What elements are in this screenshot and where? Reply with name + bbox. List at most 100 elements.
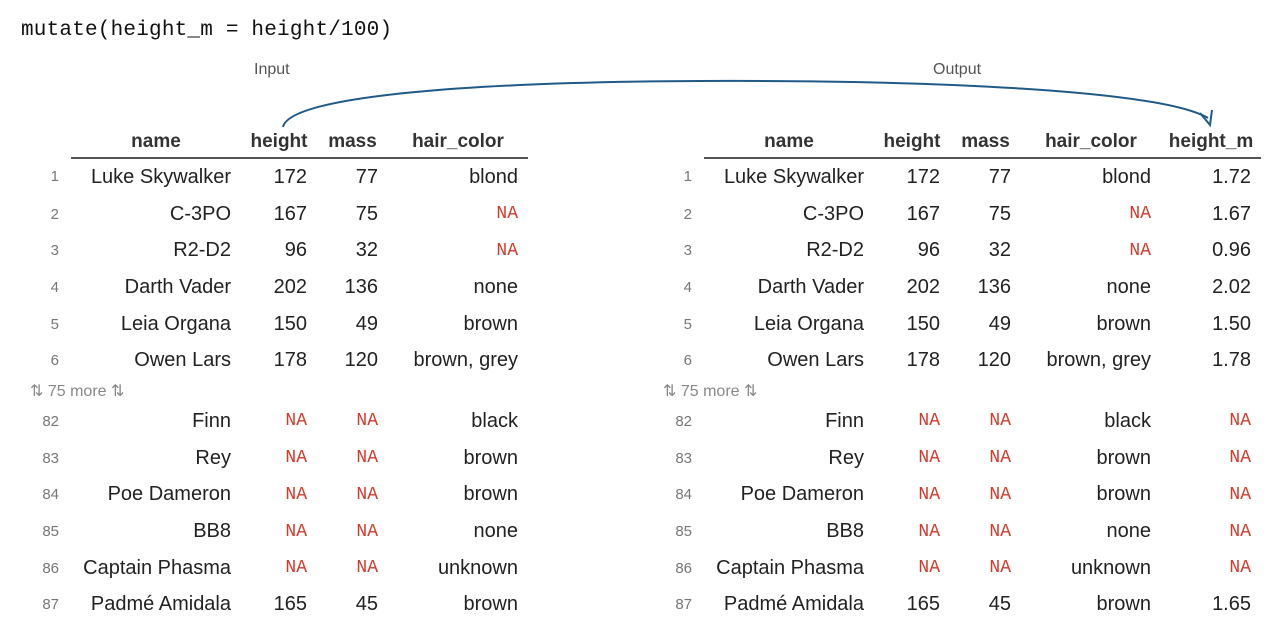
cell-mass: 120 bbox=[977, 349, 1011, 372]
row-index: 83 bbox=[675, 449, 692, 467]
row-index: 82 bbox=[42, 412, 59, 430]
cell-mass: NA bbox=[356, 558, 378, 579]
more-rows-text: ⇅ 75 more ⇅ bbox=[663, 383, 758, 401]
cell-name: Darth Vader bbox=[124, 275, 231, 298]
cell-mass: 120 bbox=[344, 349, 378, 372]
cell-height-m: 1.50 bbox=[1212, 312, 1251, 335]
cell-hair-color: NA bbox=[1129, 240, 1151, 261]
row-index: 87 bbox=[42, 596, 59, 614]
table-row: 87 Padmé Amidala 165 45 brown bbox=[26, 587, 528, 624]
cell-hair-color: brown bbox=[463, 312, 518, 335]
cell-height: 96 bbox=[284, 239, 307, 262]
cell-hair-color: none bbox=[473, 520, 519, 543]
cell-hair-color: brown bbox=[1096, 446, 1151, 469]
cell-hair-color: brown bbox=[463, 446, 518, 469]
row-index: 85 bbox=[675, 523, 692, 541]
arrow-head-icon bbox=[1199, 109, 1213, 128]
cell-height: 178 bbox=[273, 349, 307, 372]
column-header-name: name bbox=[704, 127, 874, 159]
cell-name: Leia Organa bbox=[120, 312, 231, 335]
column-header-hair-color: hair_color bbox=[1021, 127, 1161, 159]
cell-name: R2-D2 bbox=[173, 239, 231, 262]
table-row: 3 R2-D2 96 32 NA 0.96 bbox=[659, 232, 1261, 269]
input-header-row: name height mass hair_color bbox=[26, 127, 528, 159]
cell-name: Rey bbox=[195, 446, 231, 469]
table-row: 82 Finn NA NA black NA bbox=[659, 403, 1261, 440]
row-index: 1 bbox=[683, 168, 692, 186]
cell-name: Finn bbox=[192, 409, 231, 432]
cell-mass: 136 bbox=[344, 275, 378, 298]
cell-height: 96 bbox=[917, 239, 940, 262]
cell-hair-color: NA bbox=[1129, 204, 1151, 225]
cell-name: BB8 bbox=[193, 520, 231, 543]
cell-height-m: 1.72 bbox=[1212, 165, 1251, 188]
cell-hair-color: none bbox=[1106, 520, 1152, 543]
cell-name: Owen Lars bbox=[134, 349, 231, 372]
cell-height: NA bbox=[918, 484, 940, 505]
row-index-header bbox=[659, 127, 704, 158]
cell-name: Luke Skywalker bbox=[90, 165, 231, 188]
row-index: 86 bbox=[675, 559, 692, 577]
cell-hair-color: unknown bbox=[1070, 556, 1151, 579]
cell-name: Finn bbox=[825, 409, 864, 432]
more-rows-text: ⇅ 75 more ⇅ bbox=[30, 383, 125, 401]
cell-name: C-3PO bbox=[169, 202, 231, 225]
mutate-arrow bbox=[282, 79, 1213, 128]
cell-name: Captain Phasma bbox=[716, 556, 864, 579]
cell-name: Poe Dameron bbox=[107, 483, 231, 506]
row-index: 83 bbox=[42, 449, 59, 467]
cell-name: Poe Dameron bbox=[740, 483, 864, 506]
cell-hair-color: unknown bbox=[437, 556, 518, 579]
cell-height-m: 1.78 bbox=[1212, 349, 1251, 372]
cell-height-m: 0.96 bbox=[1212, 239, 1251, 262]
table-row: 87 Padmé Amidala 165 45 brown 1.65 bbox=[659, 587, 1261, 624]
row-index: 5 bbox=[683, 315, 692, 333]
row-index: 1 bbox=[50, 168, 59, 186]
row-index: 84 bbox=[42, 486, 59, 504]
row-index: 87 bbox=[675, 596, 692, 614]
column-header-height: height bbox=[241, 127, 317, 159]
cell-name: Luke Skywalker bbox=[723, 165, 864, 188]
table-row: 84 Poe Dameron NA NA brown NA bbox=[659, 477, 1261, 514]
cell-mass: 75 bbox=[988, 202, 1011, 225]
cell-mass: NA bbox=[356, 484, 378, 505]
cell-mass: NA bbox=[356, 521, 378, 542]
table-row: 83 Rey NA NA brown bbox=[26, 440, 528, 477]
cell-name: Leia Organa bbox=[753, 312, 864, 335]
code-expression: mutate(height_m = height/100) bbox=[21, 19, 393, 42]
cell-height: 202 bbox=[273, 275, 307, 298]
cell-height: 172 bbox=[273, 165, 307, 188]
table-row: 1 Luke Skywalker 172 77 blond bbox=[26, 158, 528, 196]
cell-height: NA bbox=[918, 411, 940, 432]
table-row: 6 Owen Lars 178 120 brown, grey bbox=[26, 342, 528, 379]
cell-name: R2-D2 bbox=[806, 239, 864, 262]
cell-hair-color: none bbox=[473, 275, 519, 298]
cell-mass: NA bbox=[356, 448, 378, 469]
table-row: 86 Captain Phasma NA NA unknown NA bbox=[659, 550, 1261, 587]
row-index: 86 bbox=[42, 559, 59, 577]
cell-mass: NA bbox=[989, 411, 1011, 432]
cell-height-m: NA bbox=[1229, 411, 1251, 432]
cell-hair-color: none bbox=[1106, 275, 1152, 298]
table-row: 85 BB8 NA NA none NA bbox=[659, 513, 1261, 550]
output-label: Output bbox=[933, 61, 982, 78]
cell-height: 150 bbox=[273, 312, 307, 335]
cell-name: Rey bbox=[828, 446, 864, 469]
table-row: 1 Luke Skywalker 172 77 blond 1.72 bbox=[659, 158, 1261, 196]
cell-hair-color: brown bbox=[1096, 312, 1151, 335]
input-label: Input bbox=[254, 61, 290, 78]
cell-height: NA bbox=[285, 558, 307, 579]
cell-hair-color: NA bbox=[496, 204, 518, 225]
row-index: 2 bbox=[50, 205, 59, 223]
cell-name: BB8 bbox=[826, 520, 864, 543]
cell-mass: 32 bbox=[988, 239, 1011, 262]
cell-mass: 32 bbox=[355, 239, 378, 262]
cell-height: 172 bbox=[906, 165, 940, 188]
cell-height-m: NA bbox=[1229, 448, 1251, 469]
row-index: 4 bbox=[683, 278, 692, 296]
cell-height: NA bbox=[285, 448, 307, 469]
row-index: 6 bbox=[683, 352, 692, 370]
table-row: 84 Poe Dameron NA NA brown bbox=[26, 477, 528, 514]
table-row: 2 C-3PO 167 75 NA 1.67 bbox=[659, 196, 1261, 233]
cell-height: 202 bbox=[906, 275, 940, 298]
